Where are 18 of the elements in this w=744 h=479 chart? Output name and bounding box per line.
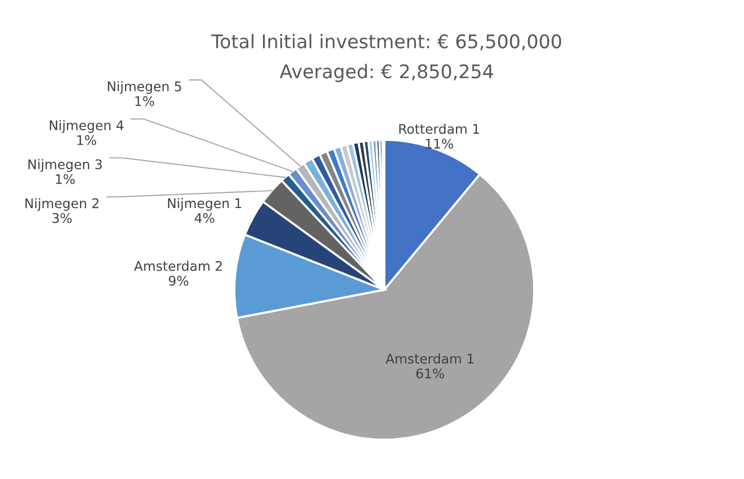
slice-label: Nijmegen 4	[50, 120, 124, 133]
data-label: 4%	[194, 213, 214, 224]
data-label: 11%	[426, 138, 454, 149]
slice-label: Nijmegen 5	[108, 81, 182, 94]
data-label: 1%	[77, 135, 96, 146]
slice-label: Nijmegen 2	[25, 198, 98, 211]
slice-label: Nijmegen 1	[168, 198, 242, 211]
data-label: 61%	[416, 368, 444, 378]
chart-subtitle: Averaged: € 2,850,254	[280, 64, 494, 82]
chart-title: Total Initial investment: € 65,500,000	[211, 34, 562, 50]
data-label: 9%	[168, 276, 188, 286]
data-label: 3%	[52, 213, 72, 224]
slice-label: Nijmegen 3	[28, 159, 102, 172]
slice-label: Amsterdam 1	[386, 353, 474, 364]
data-label: 1%	[56, 174, 75, 184]
slice-label: Rotterdam 1	[399, 124, 480, 134]
data-label: 1%	[135, 96, 154, 106]
slice-label: Amsterdam 2	[134, 260, 222, 271]
